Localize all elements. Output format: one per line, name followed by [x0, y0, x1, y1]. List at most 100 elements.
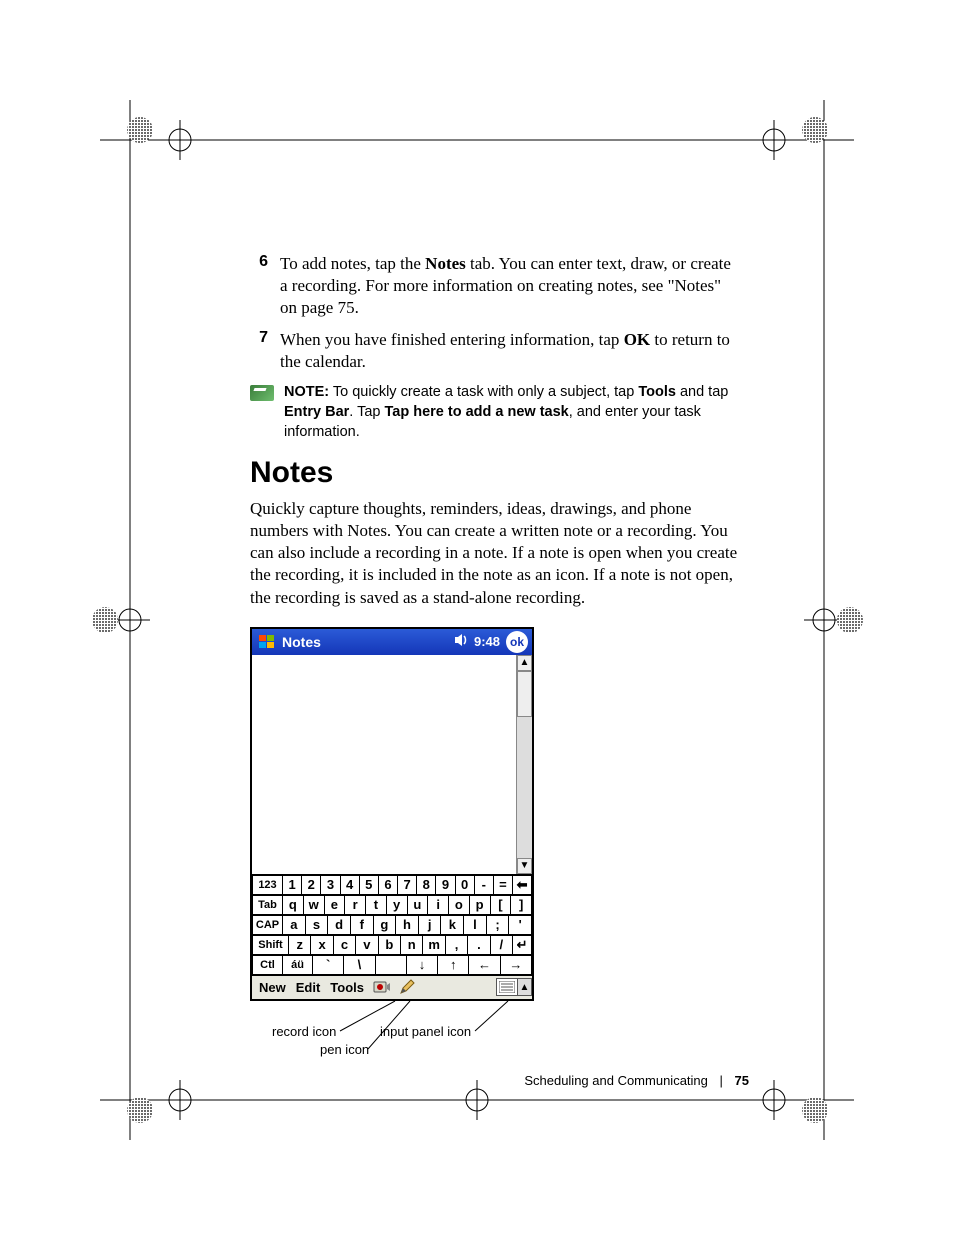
- key-→[interactable]: →: [500, 955, 532, 975]
- key-g[interactable]: g: [373, 915, 396, 935]
- key-1[interactable]: 1: [282, 875, 301, 895]
- key-`[interactable]: `: [312, 955, 343, 975]
- input-panel-arrow[interactable]: ▲: [518, 978, 532, 996]
- device-screenshot: Notes 9:48 ok ▲ ▼ 1231234567890-=⬅Tabqwe…: [250, 627, 534, 1001]
- menubar: New Edit Tools ▲: [252, 975, 532, 999]
- page-footer: Scheduling and Communicating | 75: [524, 1073, 749, 1088]
- key-↵[interactable]: ↵: [512, 935, 532, 955]
- key-'[interactable]: ': [508, 915, 532, 935]
- soft-keyboard: 1231234567890-=⬅Tabqwertyuiop[]CAPasdfgh…: [252, 875, 532, 975]
- callout-input-panel: input panel icon: [380, 1024, 471, 1039]
- key-v[interactable]: v: [355, 935, 377, 955]
- key-0[interactable]: 0: [455, 875, 474, 895]
- key-space[interactable]: [375, 955, 406, 975]
- key-;[interactable]: ;: [486, 915, 509, 935]
- section-heading: Notes: [250, 456, 742, 490]
- step-number: 7: [250, 329, 280, 373]
- start-icon[interactable]: [256, 631, 278, 653]
- key-[[interactable]: [: [490, 895, 511, 915]
- titlebar: Notes 9:48 ok: [252, 629, 532, 655]
- key-3[interactable]: 3: [320, 875, 339, 895]
- step-6: 6 To add notes, tap the Notes tab. You c…: [250, 253, 742, 319]
- key-x[interactable]: x: [310, 935, 332, 955]
- key-áü[interactable]: áü: [282, 955, 312, 975]
- keyboard-row: 1231234567890-=⬅: [252, 875, 532, 895]
- speaker-icon[interactable]: [454, 633, 470, 650]
- key-6[interactable]: 6: [378, 875, 397, 895]
- key-\[interactable]: \: [343, 955, 374, 975]
- key-t[interactable]: t: [365, 895, 386, 915]
- callout-pen: pen icon: [320, 1042, 369, 1057]
- key-↑[interactable]: ↑: [437, 955, 468, 975]
- key-o[interactable]: o: [448, 895, 469, 915]
- menu-edit[interactable]: Edit: [291, 980, 326, 995]
- key-↓[interactable]: ↓: [406, 955, 437, 975]
- key-r[interactable]: r: [344, 895, 365, 915]
- key-d[interactable]: d: [327, 915, 350, 935]
- scrollbar-track[interactable]: [517, 717, 532, 858]
- key-=[interactable]: =: [493, 875, 512, 895]
- scroll-up-button[interactable]: ▲: [517, 655, 532, 671]
- key-Shift[interactable]: Shift: [252, 935, 288, 955]
- input-panel-icon[interactable]: [496, 978, 518, 996]
- key-b[interactable]: b: [378, 935, 400, 955]
- footer-section: Scheduling and Communicating: [524, 1073, 708, 1088]
- note-canvas[interactable]: [252, 655, 516, 874]
- menu-tools[interactable]: Tools: [325, 980, 369, 995]
- key-][interactable]: ]: [510, 895, 532, 915]
- menu-new[interactable]: New: [254, 980, 291, 995]
- key-k[interactable]: k: [440, 915, 463, 935]
- key-,[interactable]: ,: [445, 935, 467, 955]
- key-f[interactable]: f: [350, 915, 373, 935]
- scrollbar-thumb[interactable]: [517, 671, 532, 717]
- key-9[interactable]: 9: [435, 875, 454, 895]
- step-number: 6: [250, 253, 280, 319]
- key-7[interactable]: 7: [397, 875, 416, 895]
- key-8[interactable]: 8: [416, 875, 435, 895]
- step-body: To add notes, tap the Notes tab. You can…: [280, 253, 742, 319]
- key--[interactable]: -: [474, 875, 493, 895]
- key-h[interactable]: h: [395, 915, 418, 935]
- ok-button[interactable]: ok: [506, 631, 528, 653]
- key-w[interactable]: w: [303, 895, 324, 915]
- clock-time[interactable]: 9:48: [474, 634, 500, 649]
- key-e[interactable]: e: [324, 895, 345, 915]
- note-canvas-row: ▲ ▼: [252, 655, 532, 875]
- key-j[interactable]: j: [418, 915, 441, 935]
- key-p[interactable]: p: [469, 895, 490, 915]
- key-.[interactable]: .: [467, 935, 489, 955]
- keyboard-row: CAPasdfghjkl;': [252, 915, 532, 935]
- key-q[interactable]: q: [282, 895, 303, 915]
- note-icon: [250, 385, 274, 401]
- key-CAP[interactable]: CAP: [252, 915, 282, 935]
- key-y[interactable]: y: [386, 895, 407, 915]
- footer-page-number: 75: [735, 1073, 749, 1088]
- keyboard-row: Tabqwertyuiop[]: [252, 895, 532, 915]
- key-u[interactable]: u: [407, 895, 428, 915]
- key-a[interactable]: a: [282, 915, 305, 935]
- key-⬅[interactable]: ⬅: [512, 875, 532, 895]
- record-icon[interactable]: [371, 977, 393, 997]
- key-s[interactable]: s: [305, 915, 328, 935]
- key-l[interactable]: l: [463, 915, 486, 935]
- key-n[interactable]: n: [400, 935, 422, 955]
- key-/[interactable]: /: [490, 935, 512, 955]
- vertical-scrollbar[interactable]: ▲ ▼: [516, 655, 532, 874]
- key-←[interactable]: ←: [468, 955, 499, 975]
- key-Ctl[interactable]: Ctl: [252, 955, 282, 975]
- pen-icon[interactable]: [397, 977, 419, 997]
- key-4[interactable]: 4: [340, 875, 359, 895]
- key-z[interactable]: z: [288, 935, 310, 955]
- keyboard-row: Shiftzxcvbnm,./↵: [252, 935, 532, 955]
- keyboard-row: Ctláü`\ ↓↑←→: [252, 955, 532, 975]
- key-Tab[interactable]: Tab: [252, 895, 282, 915]
- key-5[interactable]: 5: [359, 875, 378, 895]
- key-m[interactable]: m: [422, 935, 444, 955]
- step-7: 7 When you have finished entering inform…: [250, 329, 742, 373]
- key-c[interactable]: c: [333, 935, 355, 955]
- key-2[interactable]: 2: [301, 875, 320, 895]
- key-i[interactable]: i: [427, 895, 448, 915]
- scroll-down-button[interactable]: ▼: [517, 858, 532, 874]
- app-title[interactable]: Notes: [282, 634, 454, 650]
- key-123[interactable]: 123: [252, 875, 282, 895]
